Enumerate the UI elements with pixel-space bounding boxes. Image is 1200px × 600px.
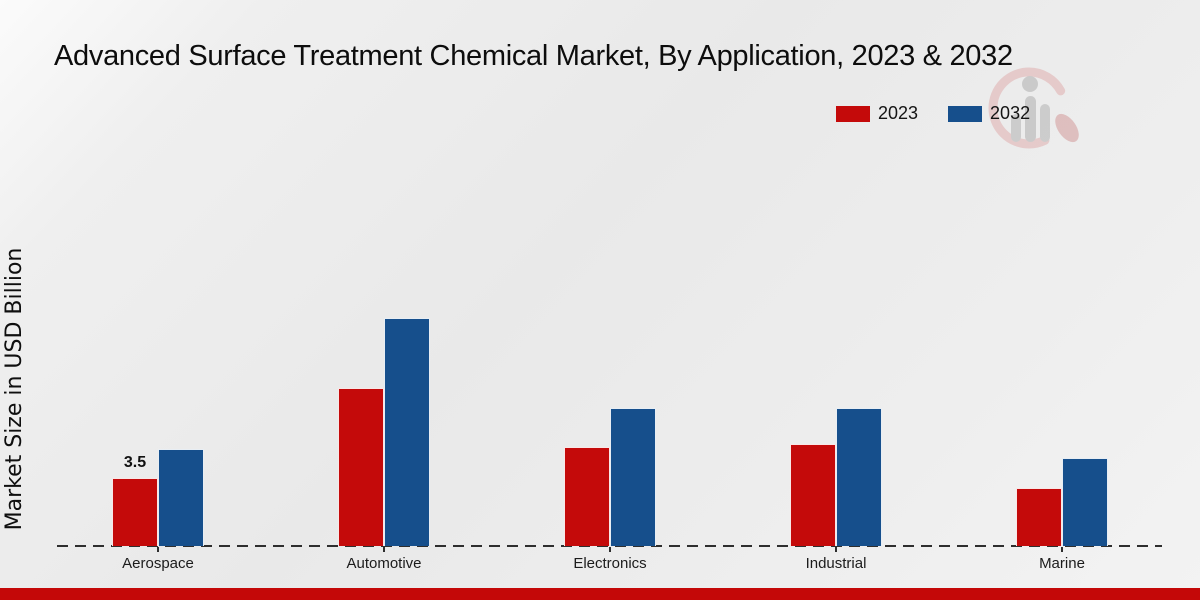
bar-2032-industrial — [836, 407, 882, 546]
barwrap-2032-aerospace — [158, 448, 204, 546]
barwrap-2023-marine — [1016, 487, 1062, 546]
chart-title: Advanced Surface Treatment Chemical Mark… — [54, 40, 1013, 72]
mrfr-logo-watermark — [988, 67, 1079, 149]
legend-item-2023: 2023 — [836, 103, 918, 124]
legend-swatch-2023 — [836, 105, 870, 122]
category-label-industrial: Industrial — [805, 555, 867, 572]
barwrap-2023-industrial — [790, 443, 836, 546]
bar-pair — [790, 407, 882, 546]
bar-2032-automotive — [384, 317, 430, 546]
bar-2023-electronics — [564, 446, 610, 546]
legend-item-2032: 2032 — [948, 103, 1030, 124]
axis-ticks — [45, 547, 1175, 553]
barwrap-2032-marine — [1062, 458, 1108, 546]
category-label-electronics: Electronics — [573, 555, 647, 572]
axis-tick — [835, 547, 837, 552]
bar-2032-marine — [1062, 458, 1108, 546]
bar-2032-aerospace — [158, 448, 204, 546]
bar-value-label: 3.5 — [123, 453, 147, 471]
bar-group-electronics: Electronics — [497, 146, 723, 572]
axis-tick — [157, 547, 159, 552]
axis-tick — [609, 547, 611, 552]
barwrap-2023-automotive — [338, 388, 384, 546]
footer-accent-bar — [0, 588, 1200, 600]
category-label-marine: Marine — [1039, 555, 1085, 572]
bar-2023-automotive — [338, 388, 384, 546]
barwrap-2032-industrial — [836, 407, 882, 546]
category-label-automotive: Automotive — [346, 555, 422, 572]
axis-tick — [1061, 547, 1063, 552]
barwrap-2032-automotive — [384, 317, 430, 546]
bar-group-aerospace: 3.5 Aerospace — [45, 146, 271, 572]
bar-2032-electronics — [610, 407, 656, 546]
legend-swatch-2032 — [948, 105, 983, 122]
bar-pair — [1016, 458, 1108, 546]
bar-pair — [338, 317, 430, 546]
legend-label-2023: 2023 — [878, 103, 919, 123]
bar-pair — [564, 407, 656, 546]
bar-2023-aerospace — [112, 477, 158, 546]
axis-tick — [383, 547, 385, 552]
barwrap-2023-aerospace: 3.5 — [112, 454, 158, 546]
plot-area: 3.5 Aerospace Automotive Electronics Industr… — [45, 146, 1175, 572]
barwrap-2032-electronics — [610, 407, 656, 546]
y-axis-label: Market Size in USD Billion — [2, 247, 27, 531]
bar-group-automotive: Automotive — [271, 146, 497, 572]
x-axis-baseline — [57, 545, 1162, 547]
bar-group-marine: Marine — [949, 146, 1175, 572]
bar-2023-industrial — [790, 443, 836, 546]
bar-pair: 3.5 — [112, 448, 204, 546]
legend-label-2032: 2032 — [990, 103, 1031, 123]
category-label-aerospace: Aerospace — [122, 555, 194, 572]
bar-group-industrial: Industrial — [723, 146, 949, 572]
bar-2023-marine — [1016, 487, 1062, 546]
barwrap-2023-electronics — [564, 446, 610, 546]
chart-legend: 2023 2032 — [836, 103, 1030, 124]
